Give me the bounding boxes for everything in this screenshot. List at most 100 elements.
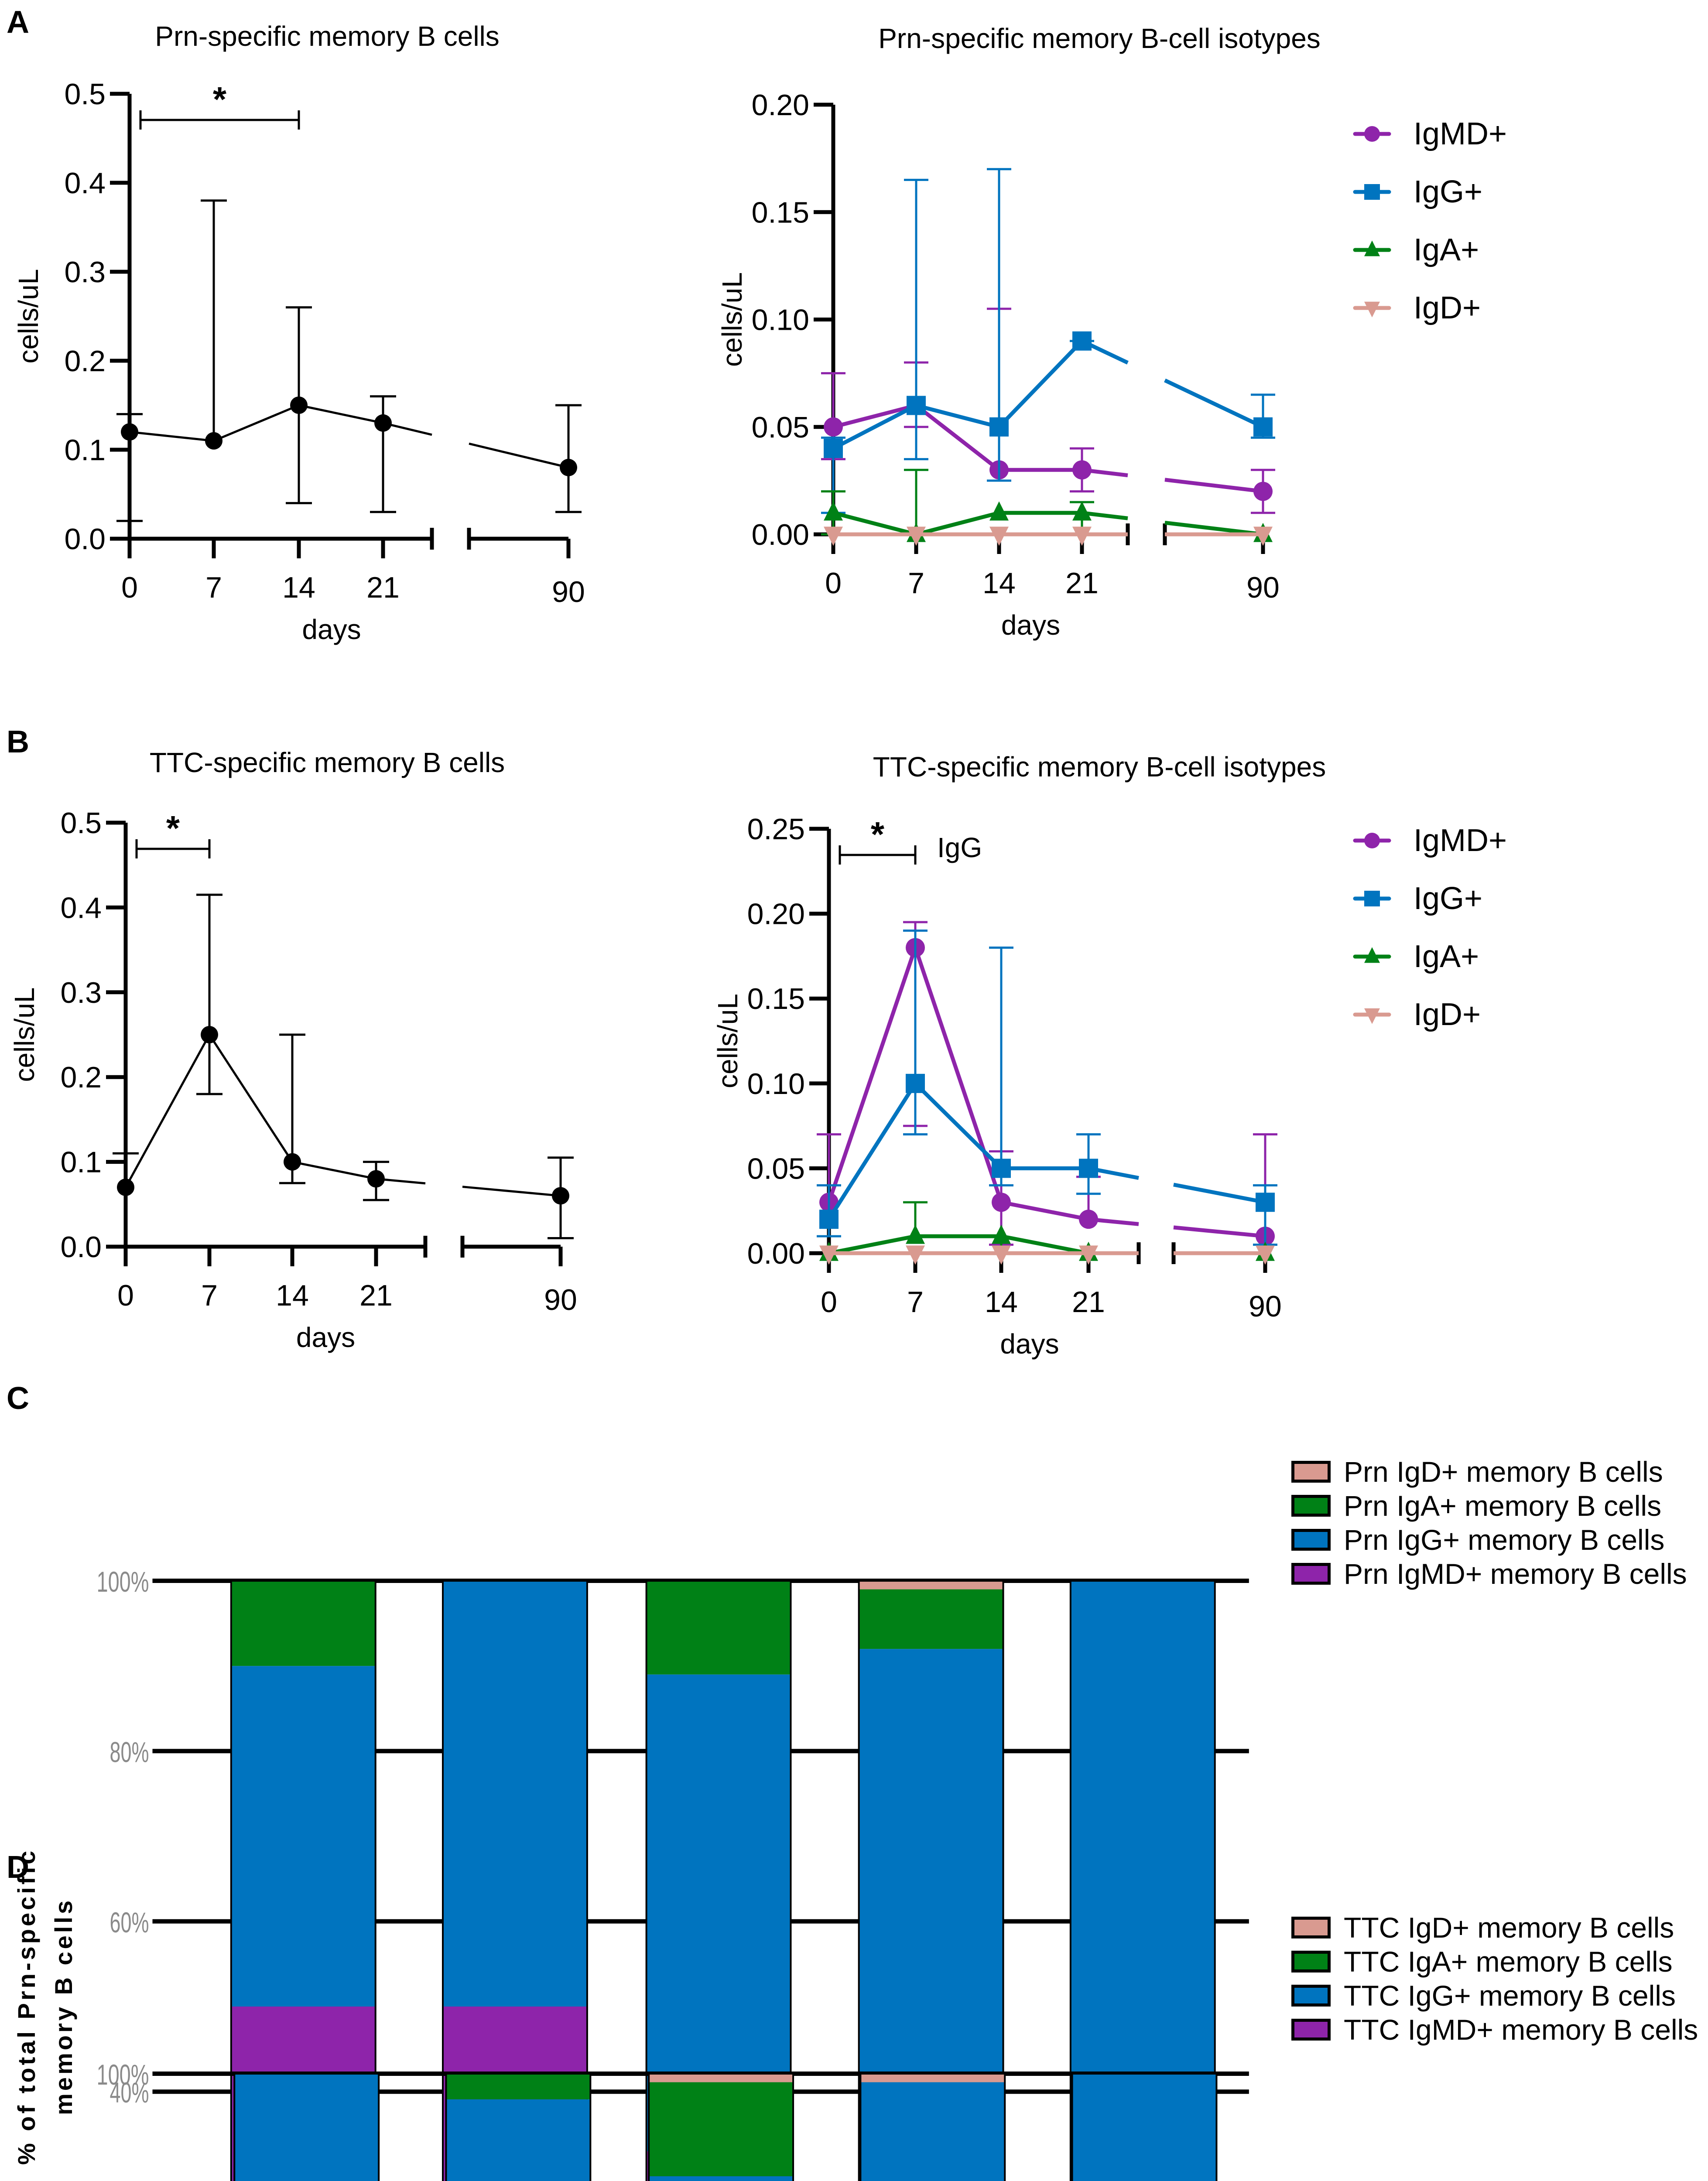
series-line [827, 947, 917, 1203]
data-point [560, 458, 577, 476]
legend-marker [1364, 1008, 1380, 1024]
legend-label: IgD+ [1414, 997, 1481, 1032]
bar-segment-iga [646, 1581, 791, 1675]
data-point [1256, 1245, 1275, 1265]
series-line [997, 339, 1084, 428]
legend-item-iga: IgA+ [1352, 221, 1507, 279]
data-point [1072, 460, 1092, 480]
data-point [367, 1170, 385, 1188]
legend-item-igmd: IgMD+ [1352, 811, 1507, 869]
bar-outline [230, 1580, 377, 2181]
legend-marker [1364, 240, 1380, 256]
legend-label: Prn IgD+ memory B cells [1344, 1456, 1663, 1488]
bar-outline [233, 2072, 380, 2181]
data-point [819, 1210, 839, 1229]
y-tick-label: 0.10 [747, 1067, 805, 1101]
series-line [913, 947, 1003, 1203]
chart-title: TTC-specific memory B-cell isotypes [873, 751, 1326, 783]
y-tick-label: 0.25 [747, 813, 805, 846]
x-tick-label: 7 [201, 1279, 218, 1312]
y-tick-label: 100% [96, 2058, 149, 2091]
legend-label: TTC IgMD+ memory B cells [1344, 2013, 1698, 2046]
y-tick-label: 0.3 [64, 256, 106, 289]
x-tick-label: 21 [1065, 567, 1099, 600]
y-axis-label: cells/uL [9, 988, 40, 1082]
data-point [906, 1224, 925, 1244]
series-IgMD [817, 921, 1277, 1246]
data-point [907, 396, 926, 415]
series-line [1001, 1200, 1089, 1221]
y-tick-label: 0.15 [747, 982, 805, 1015]
x-tick-label: 14 [276, 1279, 309, 1312]
legend-label: TTC IgG+ memory B cells [1344, 1979, 1676, 2012]
y-tick-label: 0.3 [60, 976, 102, 1009]
legend-item-igmd: IgMD+ [1352, 105, 1507, 163]
y-tick-label: 100% [96, 1566, 149, 1598]
data-point [1079, 1210, 1098, 1229]
data-point [552, 1187, 569, 1205]
chart-prn-isotypes: Prn-specific memory B-cell isotypes 0.00 0… [716, 23, 1321, 641]
bar-stack [648, 2072, 794, 2181]
igd-legend-marker-icon [1353, 1008, 1391, 1024]
y-tick-label: 0.2 [60, 1061, 102, 1094]
data-point [906, 1245, 925, 1265]
bar-outline [442, 1580, 588, 2181]
legend-item-igd: Prn IgD+ memory B cells [1291, 1455, 1687, 1489]
iga-swatch-icon [1291, 1951, 1331, 1972]
igd-swatch-icon [1291, 1917, 1331, 1938]
x-tick-label: 0 [821, 1285, 837, 1319]
series-line [915, 511, 1000, 537]
bar-segment-iga [446, 2073, 591, 2099]
series-line [915, 403, 1000, 472]
x-tick-label: 90 [1249, 1290, 1282, 1323]
bar-segment-igg [649, 2176, 794, 2181]
igg-legend-marker-icon [1353, 890, 1391, 906]
y-axis-label-line2: memory B cells [50, 1898, 77, 2115]
y-tick-label: 0.10 [752, 304, 809, 337]
series-line [129, 431, 214, 442]
bar-stack [445, 2072, 592, 2181]
series-line [1173, 1225, 1266, 1238]
legend-item-igg: Prn IgG+ memory B cells [1291, 1523, 1687, 1557]
legend-item-iga: Prn IgA+ memory B cells [1291, 1489, 1687, 1523]
legend-item-iga: TTC IgA+ memory B cells [1291, 1945, 1698, 1979]
igg-legend-marker-icon [1353, 184, 1391, 200]
data-point [1072, 501, 1092, 521]
bar-segment-igd [859, 1581, 1003, 1590]
x-tick-label: 90 [1246, 571, 1280, 604]
data-point [1256, 1193, 1275, 1212]
series-line [1164, 378, 1264, 429]
data-point [1072, 331, 1092, 351]
bar-outline [445, 2072, 592, 2181]
legend-item-igg: IgG+ [1352, 163, 1507, 221]
data-point [906, 1073, 925, 1093]
legend-ttc-stacked: TTC IgD+ memory B cells TTC IgA+ memory B… [1291, 1911, 1698, 2047]
y-tick-label: 80% [110, 1736, 149, 1768]
legend-marker [1364, 890, 1380, 906]
data-point [117, 1178, 134, 1196]
panel-letter-b: B [7, 725, 29, 759]
y-tick-label: 0.1 [60, 1146, 102, 1179]
chart-title: Prn-specific memory B-cell isotypes [878, 23, 1321, 54]
legend-marker [1364, 126, 1380, 142]
y-tick-label: 0.4 [60, 891, 102, 924]
x-axis-label: days [302, 614, 361, 645]
series-line [292, 1161, 377, 1180]
data-point [992, 1224, 1011, 1244]
data-point [1253, 417, 1273, 437]
y-tick-label: 0.0 [60, 1231, 102, 1264]
bar-segment-igg [231, 1666, 376, 2007]
significance-annotation: IgG [937, 832, 982, 863]
igmd-swatch-icon [1291, 1563, 1331, 1585]
bar-segment-igg [1072, 2073, 1217, 2181]
data-point [121, 423, 138, 441]
chart-prn-total: Prn-specific memory B cells 0.0 0.1 0.2 0.3 0… [13, 21, 585, 645]
legend-label: IgD+ [1414, 290, 1481, 325]
series-line [462, 1186, 561, 1197]
x-axis-label: days [296, 1322, 355, 1353]
igmd-legend-marker-icon [1353, 832, 1391, 848]
y-tick-label: 60% [110, 1906, 149, 1938]
x-tick-label: 0 [117, 1279, 134, 1312]
data-point [824, 501, 843, 521]
